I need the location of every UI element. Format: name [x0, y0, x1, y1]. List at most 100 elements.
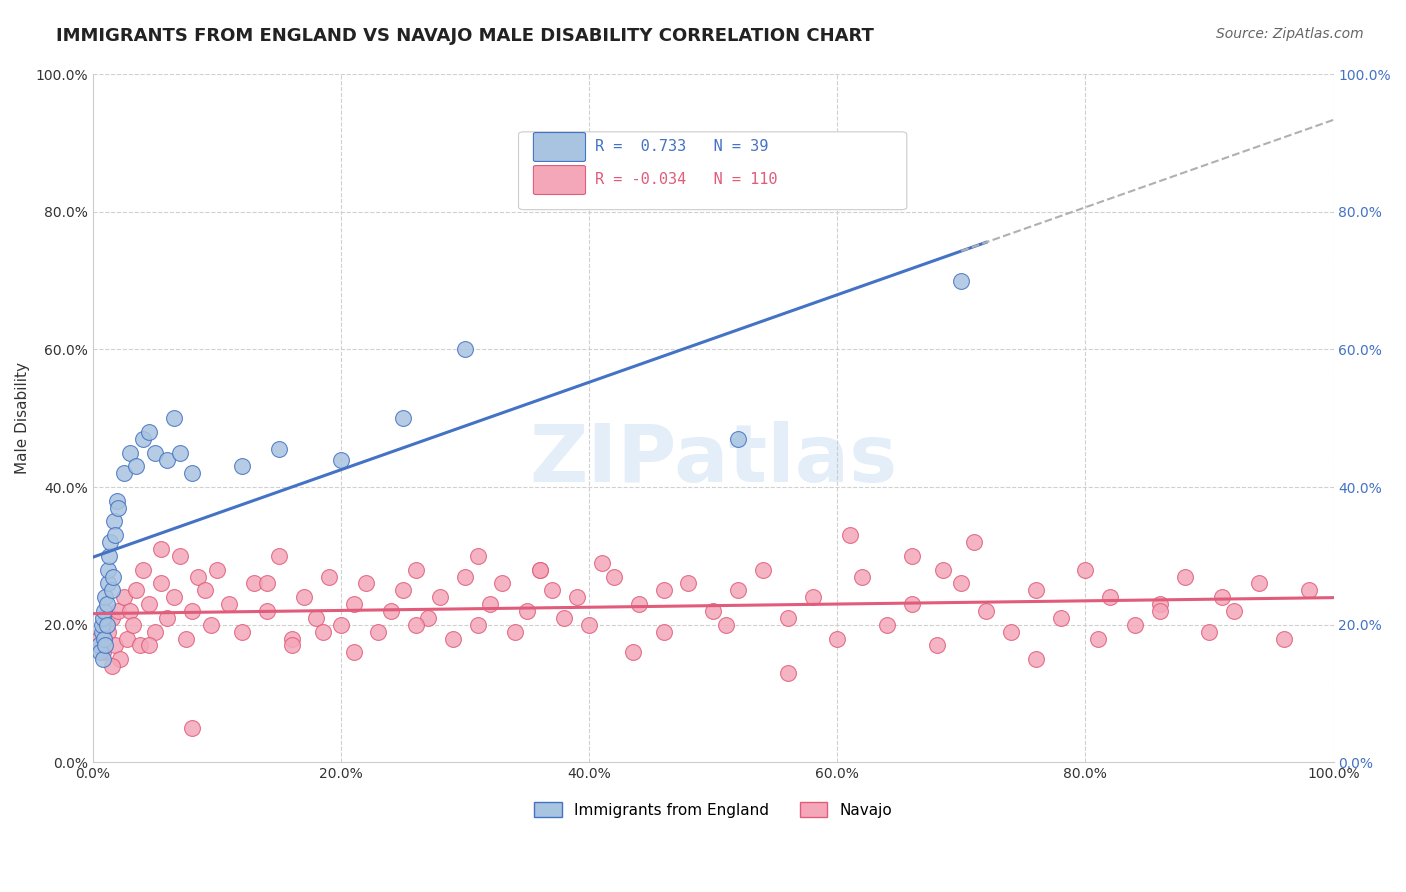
Point [101, 569, 124, 583]
Point [776, 665, 799, 680]
FancyBboxPatch shape [533, 166, 585, 194]
Point [467, 617, 489, 632]
FancyBboxPatch shape [519, 132, 907, 210]
Point [115, 632, 138, 646]
Point [541, 583, 564, 598]
Point [318, 569, 340, 583]
Point [120, 445, 142, 459]
Point [591, 556, 613, 570]
Point [1025, 652, 1047, 666]
Point [330, 452, 353, 467]
Point [205, 563, 228, 577]
Point [231, 459, 253, 474]
Point [1211, 591, 1233, 605]
Point [479, 597, 502, 611]
Point [163, 591, 186, 605]
Text: R =  0.733   N = 39: R = 0.733 N = 39 [595, 139, 769, 153]
Text: R = -0.034   N = 110: R = -0.034 N = 110 [595, 172, 778, 186]
Point [429, 591, 451, 605]
Point [1025, 583, 1047, 598]
Point [1249, 576, 1271, 591]
Point [131, 563, 153, 577]
Point [354, 576, 377, 591]
Point [305, 611, 328, 625]
Point [578, 617, 600, 632]
Point [107, 604, 129, 618]
Point [100, 583, 122, 598]
Point [678, 576, 700, 591]
Point [125, 583, 148, 598]
Point [98, 549, 121, 563]
Point [652, 583, 675, 598]
Point [104, 528, 127, 542]
Point [330, 617, 353, 632]
Point [269, 549, 291, 563]
Point [94, 591, 117, 605]
Point [342, 597, 364, 611]
Point [91, 611, 114, 625]
Text: Source: ZipAtlas.com: Source: ZipAtlas.com [1216, 27, 1364, 41]
Point [96, 597, 118, 611]
Point [1099, 591, 1122, 605]
Point [110, 652, 132, 666]
Point [150, 576, 173, 591]
Point [652, 624, 675, 639]
Point [342, 645, 364, 659]
Point [627, 597, 650, 611]
Point [103, 515, 125, 529]
Point [97, 576, 120, 591]
Point [529, 563, 551, 577]
Point [932, 563, 955, 577]
Point [467, 549, 489, 563]
Point [194, 583, 217, 598]
Point [405, 617, 427, 632]
Point [516, 604, 538, 618]
Point [156, 452, 179, 467]
Point [138, 597, 160, 611]
Point [1198, 624, 1220, 639]
Point [714, 617, 737, 632]
Point [876, 617, 898, 632]
Point [553, 611, 575, 625]
Point [963, 535, 986, 549]
Point [392, 411, 415, 425]
Point [256, 576, 278, 591]
Point [405, 563, 427, 577]
Point [112, 591, 135, 605]
Point [181, 604, 204, 618]
Point [565, 591, 588, 605]
Legend: Immigrants from England, Navajo: Immigrants from England, Navajo [529, 796, 898, 823]
Point [138, 425, 160, 439]
Point [1074, 563, 1097, 577]
Point [1272, 632, 1295, 646]
Point [131, 432, 153, 446]
Point [121, 617, 143, 632]
Point [380, 604, 402, 618]
Point [603, 569, 626, 583]
Point [218, 597, 240, 611]
Text: IMMIGRANTS FROM ENGLAND VS NAVAJO MALE DISABILITY CORRELATION CHART: IMMIGRANTS FROM ENGLAND VS NAVAJO MALE D… [56, 27, 875, 45]
Point [90, 617, 112, 632]
Point [1087, 632, 1109, 646]
Point [827, 632, 849, 646]
Point [1049, 611, 1071, 625]
Point [150, 542, 173, 557]
Point [143, 624, 166, 639]
Y-axis label: Male Disability: Male Disability [15, 362, 30, 475]
Point [702, 604, 724, 618]
Point [96, 617, 118, 632]
Point [89, 639, 111, 653]
Text: ZIPatlas: ZIPatlas [529, 420, 897, 499]
Point [1123, 617, 1146, 632]
Point [454, 569, 477, 583]
Point [125, 459, 148, 474]
Point [143, 445, 166, 459]
Point [900, 597, 922, 611]
Point [925, 639, 948, 653]
Point [231, 624, 253, 639]
Point [1000, 624, 1022, 639]
Point [112, 467, 135, 481]
Point [169, 445, 191, 459]
Point [256, 604, 278, 618]
Point [292, 591, 315, 605]
